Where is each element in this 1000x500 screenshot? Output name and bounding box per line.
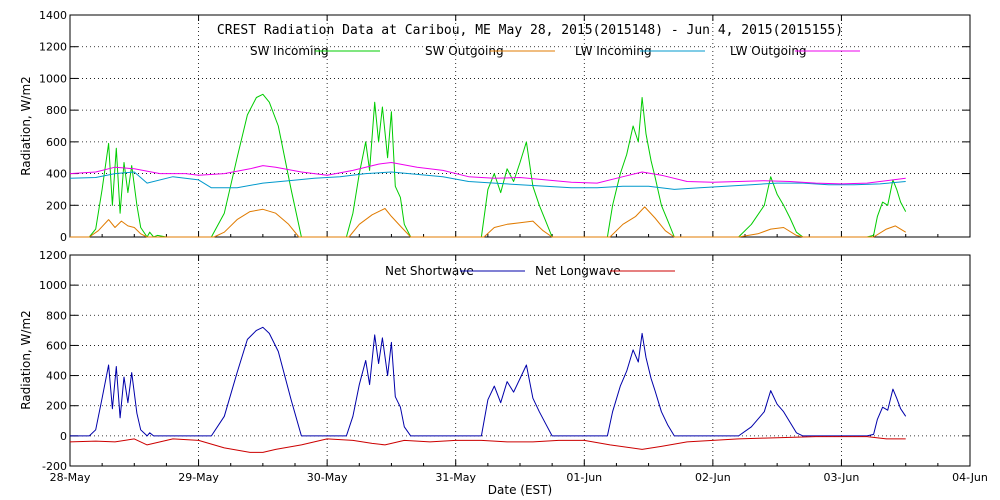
chart-title: CREST Radiation Data at Caribou, ME May …	[217, 23, 843, 38]
bottom-y-tick-label: 600	[46, 339, 67, 352]
bottom-y-tick-labels: -200 0 200 400 600 800 1000 1200	[39, 249, 67, 473]
series-line-net-longwave	[69, 436, 906, 453]
bottom-y-tick-label: 800	[46, 309, 67, 322]
x-tick-label: 31-May	[435, 471, 476, 484]
series-line-sw-outgoing	[70, 206, 906, 238]
top-y-tick-label: 800	[46, 104, 67, 117]
series-line-net-shortwave	[70, 326, 907, 437]
top-y-axis-title: Radiation, W/m2	[19, 76, 33, 176]
x-tick-label: 04-Jun	[952, 471, 988, 484]
top-y-tick-label: 1200	[39, 41, 67, 54]
bottom-series-lines	[69, 326, 907, 453]
legend-label-lw-incoming: LW Incoming	[575, 44, 652, 58]
x-tick-label: 03-Jun	[824, 471, 860, 484]
top-y-tick-label: 200	[46, 199, 67, 212]
bottom-legend: Net Shortwave Net Longwave	[385, 264, 675, 278]
legend-label-sw-outgoing: SW Outgoing	[425, 44, 504, 58]
x-tick-label: 29-May	[178, 471, 219, 484]
bottom-y-tick-label: 1200	[39, 249, 67, 262]
bottom-y-tick-label: 200	[46, 400, 67, 413]
top-legend: SW Incoming SW Outgoing LW Incoming LW Outg…	[250, 44, 860, 58]
top-y-tick-labels: 0 200 400 600 800 1000 1200 1400	[39, 9, 67, 244]
top-panel: 0 200 400 600 800 1000 1200 1400 CREST Radiatio…	[19, 9, 971, 244]
bottom-gridlines	[69, 254, 971, 467]
x-axis-title: Date (EST)	[488, 483, 552, 497]
bottom-y-tick-label: 0	[60, 430, 67, 443]
legend-label-net-longwave: Net Longwave	[535, 264, 621, 278]
bottom-panel: -200 0 200 400 600 800 1000 1200 28-May 29-May 30…	[19, 249, 988, 497]
x-tick-label: 01-Jun	[566, 471, 602, 484]
legend-label-sw-incoming: SW Incoming	[250, 44, 329, 58]
top-y-tick-label: 0	[60, 231, 67, 244]
x-tick-label: 28-May	[50, 471, 91, 484]
top-gridlines	[69, 14, 971, 238]
top-y-tick-label: 600	[46, 136, 67, 149]
series-line-lw-outgoing	[69, 162, 906, 185]
bottom-y-axis-title: Radiation, W/m2	[19, 310, 33, 410]
x-tick-label: 02-Jun	[695, 471, 731, 484]
x-tick-labels: 28-May 29-May 30-May 31-May 01-Jun 02-Jun 03-J…	[50, 471, 988, 484]
top-series-lines	[69, 93, 907, 238]
top-y-tick-label: 400	[46, 168, 67, 181]
bottom-y-tick-label: -200	[42, 460, 67, 473]
legend-label-net-shortwave: Net Shortwave	[385, 264, 474, 278]
legend-label-lw-outgoing: LW Outgoing	[730, 44, 807, 58]
bottom-y-tick-label: 400	[46, 370, 67, 383]
top-y-tick-label: 1000	[39, 72, 67, 85]
top-y-tick-label: 1400	[39, 9, 67, 22]
series-line-lw-incoming	[69, 171, 906, 190]
x-tick-label: 30-May	[307, 471, 348, 484]
bottom-y-tick-label: 1000	[39, 279, 67, 292]
